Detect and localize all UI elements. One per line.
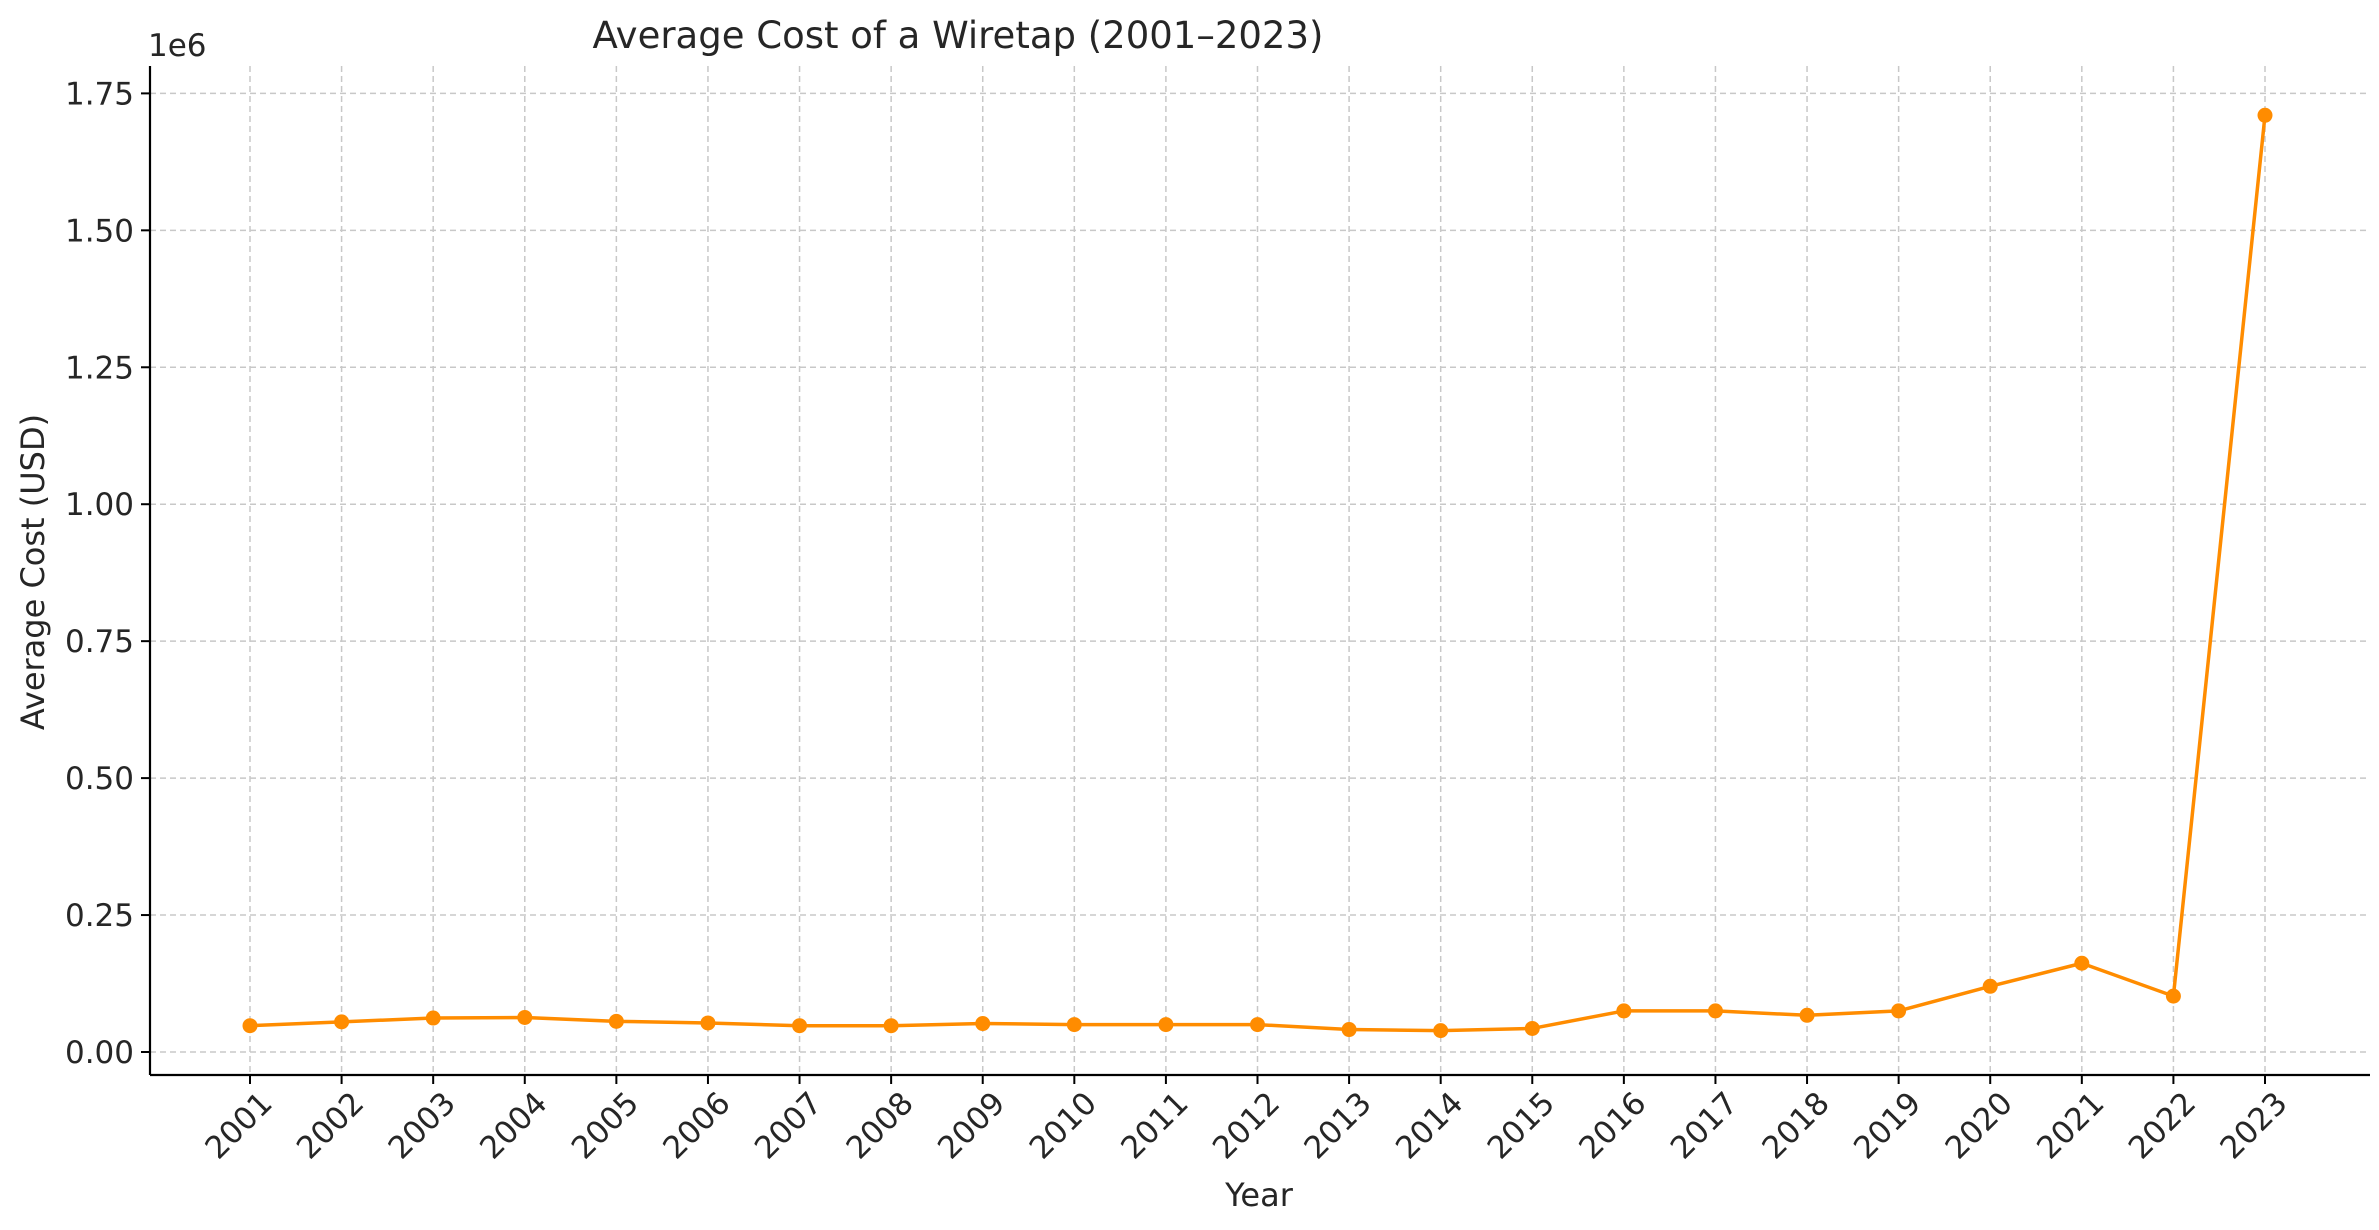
x-tick-label: 2007 — [748, 1085, 829, 1166]
x-tick-label: 2023 — [2213, 1085, 2294, 1166]
data-point-2020 — [1982, 978, 1998, 994]
data-point-2008 — [883, 1018, 899, 1034]
x-tick-label: 2012 — [1206, 1085, 1287, 1166]
y-tick-label: 1.50 — [65, 213, 134, 249]
x-tick-label: 2017 — [1664, 1085, 1745, 1166]
x-tick-label: 2001 — [198, 1085, 279, 1166]
x-tick-label: 2008 — [840, 1085, 921, 1166]
y-tick-label: 0.50 — [65, 761, 134, 797]
data-point-2012 — [1250, 1017, 1265, 1033]
y-tick-label: 0.00 — [65, 1035, 134, 1071]
data-point-2004 — [517, 1009, 533, 1025]
data-point-2018 — [1799, 1007, 1815, 1023]
data-point-2010 — [1066, 1017, 1082, 1033]
x-tick-label: 2019 — [1847, 1085, 1928, 1166]
x-tick-label: 2003 — [382, 1085, 463, 1166]
y-tick-label: 1.75 — [65, 76, 134, 112]
data-point-2021 — [2074, 955, 2090, 971]
data-point-2017 — [1707, 1003, 1723, 1019]
data-point-2019 — [1891, 1003, 1907, 1019]
data-point-2016 — [1616, 1003, 1632, 1019]
x-tick-label: 2021 — [2030, 1085, 2111, 1166]
data-point-2006 — [700, 1015, 716, 1031]
x-tick-label: 2005 — [565, 1085, 646, 1166]
y-tick-label: 0.75 — [65, 624, 134, 660]
data-point-2013 — [1341, 1022, 1357, 1038]
series-layer — [242, 107, 2273, 1039]
x-tick-label: 2011 — [1114, 1085, 1195, 1166]
x-tick-label: 2002 — [290, 1085, 371, 1166]
x-tick-label: 2009 — [931, 1085, 1012, 1166]
x-tick-label: 2014 — [1389, 1085, 1470, 1166]
y-tick-label: 0.25 — [65, 898, 134, 934]
data-point-2015 — [1524, 1020, 1540, 1036]
x-tick-label: 2006 — [656, 1085, 737, 1166]
x-tick-label: 2022 — [2122, 1085, 2203, 1166]
y-axis-label: Average Cost (USD) — [14, 414, 52, 730]
x-tick-label: 2016 — [1572, 1085, 1653, 1166]
data-point-2001 — [242, 1018, 258, 1034]
series-line — [249, 115, 2267, 1033]
data-point-2022 — [2165, 988, 2181, 1004]
x-tick-label: 2004 — [473, 1085, 554, 1166]
data-point-2009 — [975, 1016, 991, 1032]
data-point-2002 — [334, 1014, 350, 1030]
x-tick-label: 2020 — [1939, 1085, 2020, 1166]
y-tick-label: 1.00 — [65, 487, 134, 523]
axes-spines — [148, 66, 2370, 1077]
x-axis-label: Year — [1224, 1176, 1294, 1214]
data-point-2007 — [792, 1018, 808, 1034]
data-point-2011 — [1158, 1017, 1174, 1033]
data-point-2023 — [2257, 107, 2273, 123]
data-point-2014 — [1433, 1023, 1449, 1039]
data-point-2005 — [608, 1013, 624, 1029]
data-point-2003 — [425, 1010, 441, 1026]
y-axis-offset-label: 1e6 — [148, 28, 207, 64]
x-tick-label: 2010 — [1023, 1085, 1104, 1166]
chart-title: Average Cost of a Wiretap (2001–2023) — [593, 14, 1324, 57]
x-tick-label: 2013 — [1297, 1085, 1378, 1166]
y-tick-label: 1.25 — [65, 350, 134, 386]
grid-lines — [150, 66, 2370, 1075]
axis-ticks: 2001 2002 2003 2004 2005 2006 2007 2008 2009 2010… — [65, 76, 2295, 1166]
x-tick-label: 2018 — [1755, 1085, 1836, 1166]
x-tick-label: 2015 — [1481, 1085, 1562, 1166]
